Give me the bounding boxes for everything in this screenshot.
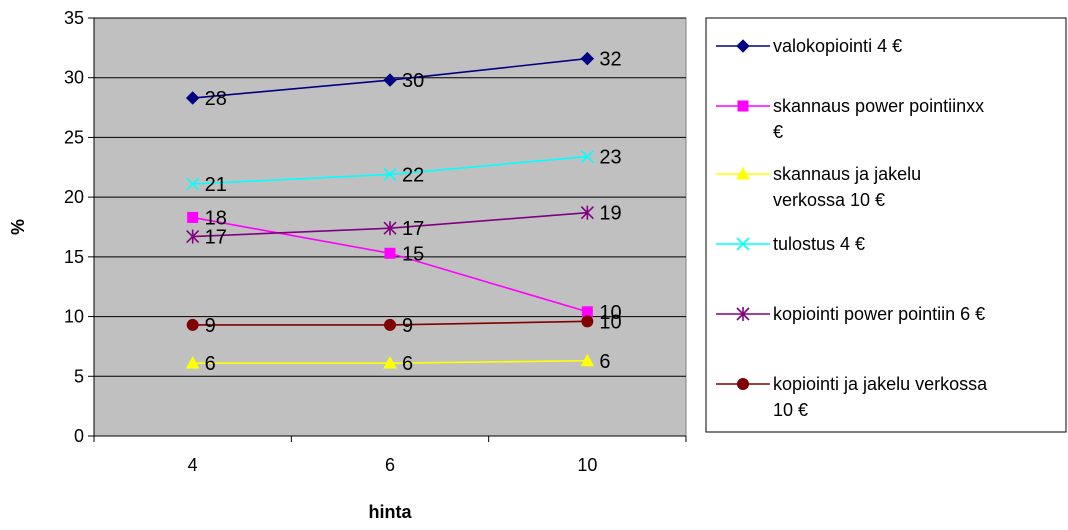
data-label: 15 <box>402 243 424 265</box>
data-label: 6 <box>599 351 610 373</box>
legend-marker <box>736 307 750 321</box>
legend-entry-tulostus-4-eur: tulostus 4 € <box>716 234 865 254</box>
legend-entry-kopiointi-power-pointiin-6-eur: kopiointi power pointiin 6 € <box>716 304 985 324</box>
series-layer <box>185 51 595 369</box>
data-point <box>186 177 200 191</box>
legend-label: € <box>773 122 783 142</box>
y-tick-label: 30 <box>64 68 84 88</box>
data-label: 21 <box>205 174 227 196</box>
y-tick-label: 20 <box>64 187 84 207</box>
legend-entry-skannaus-power-pointiinxx-eur: skannaus power pointiinxx € <box>716 96 984 142</box>
data-labels: 28 30 32 18 15 10 6 6 6 21 22 23 17 17 19 9 9 10 <box>205 49 622 376</box>
data-point <box>580 149 594 164</box>
legend-label: skannaus ja jakelu <box>773 164 921 184</box>
data-label: 10 <box>599 302 621 324</box>
data-point <box>384 247 396 259</box>
data-point <box>186 229 200 244</box>
series-tulostus-4-eur <box>186 149 594 191</box>
series-skannaus-power-pointiinxx-eur <box>187 211 593 318</box>
legend-label: kopiointi power pointiin 6 € <box>773 304 985 324</box>
data-label: 6 <box>205 353 216 375</box>
x-tick-label: 10 <box>577 455 597 475</box>
data-label: 22 <box>402 164 424 186</box>
x-axis-ticks: 4 6 10 <box>93 436 687 475</box>
series-skannaus-ja-jakelu-verkossa-10-eur <box>185 353 595 369</box>
y-axis-title: % <box>8 219 28 235</box>
x-tick-label: 6 <box>385 455 395 475</box>
legend: valokopiointi 4 € skannaus power pointiin… <box>705 17 1067 433</box>
y-tick-label: 25 <box>64 127 84 147</box>
data-point <box>187 211 199 223</box>
legend-marker <box>737 100 749 112</box>
legend-marker <box>736 39 750 53</box>
series-valokopiointi-4-eur <box>185 51 595 105</box>
x-axis-title: hinta <box>369 502 413 522</box>
axes <box>93 18 686 437</box>
legend-label: skannaus power pointiinxx <box>773 96 984 116</box>
legend-label: tulostus 4 € <box>773 234 865 254</box>
y-tick-label: 10 <box>64 307 84 327</box>
data-label: 10 <box>599 311 621 333</box>
data-point <box>383 221 397 236</box>
legend-marker <box>736 237 750 251</box>
data-point <box>186 318 199 331</box>
data-label: 17 <box>205 227 227 249</box>
data-point <box>383 73 397 87</box>
data-point <box>580 353 595 367</box>
data-label: 17 <box>402 218 424 240</box>
data-point <box>580 51 595 66</box>
data-point <box>581 315 594 328</box>
legend-entry-valokopiointi-4-eur: valokopiointi 4 € <box>716 36 902 56</box>
data-label: 9 <box>402 315 413 337</box>
data-point <box>185 91 200 105</box>
data-point <box>581 306 593 318</box>
y-axis-ticks: 0 5 10 15 20 25 30 35 <box>64 8 94 446</box>
data-label: 23 <box>599 147 621 169</box>
legend-label: verkossa 10 € <box>773 190 885 210</box>
data-point <box>383 356 397 369</box>
data-label: 9 <box>205 315 216 337</box>
series-kopiointi-ja-jakelu-verkossa-10-eur <box>186 315 594 331</box>
legend-entry-kopiointi-ja-jakelu-verkossa-10-eur: kopiointi ja jakelu verkossa 10 € <box>716 374 988 420</box>
series-kopiointi-power-pointiin-6-eur <box>186 205 594 244</box>
data-point <box>185 356 200 369</box>
data-label: 30 <box>402 70 424 92</box>
legend-label: kopiointi ja jakelu verkossa <box>773 374 988 394</box>
legend-marker <box>737 378 749 390</box>
legend-entry-skannaus-ja-jakelu-verkossa-10-eur: skannaus ja jakelu verkossa 10 € <box>716 164 921 210</box>
legend-marker <box>736 166 750 180</box>
data-label: 18 <box>205 207 227 229</box>
legend-label: 10 € <box>773 400 808 420</box>
y-tick-label: 0 <box>74 426 84 446</box>
legend-label: valokopiointi 4 € <box>773 36 902 56</box>
data-label: 6 <box>402 353 413 375</box>
data-label: 19 <box>599 203 621 225</box>
y-tick-label: 15 <box>64 247 84 267</box>
data-label: 28 <box>205 88 227 110</box>
y-tick-label: 5 <box>74 366 84 386</box>
x-tick-label: 4 <box>188 455 198 475</box>
data-point <box>580 205 594 220</box>
data-label: 32 <box>599 49 621 71</box>
data-point <box>384 318 396 331</box>
y-tick-label: 35 <box>64 8 84 28</box>
data-point <box>383 167 397 182</box>
legend-box <box>705 17 1067 433</box>
